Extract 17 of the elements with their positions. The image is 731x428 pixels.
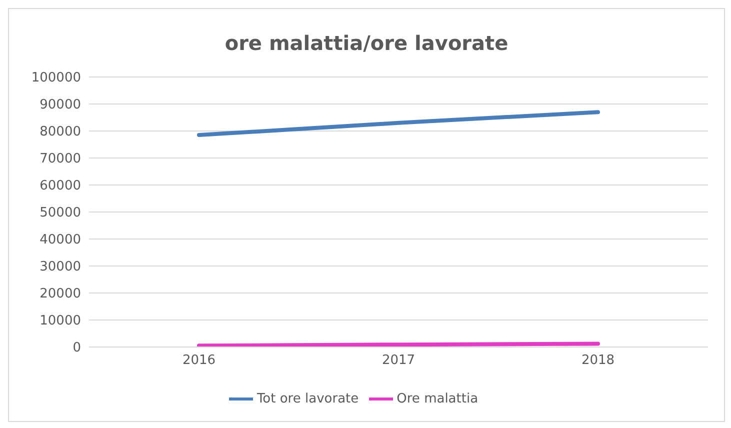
y-tick-label: 30000: [40, 260, 81, 275]
x-tick-label: 2017: [382, 353, 416, 368]
y-tick-label: 80000: [40, 124, 81, 140]
legend-label: Ore malattia: [396, 392, 478, 407]
x-tick-label: 2018: [581, 353, 615, 368]
y-tick-label: 100000: [31, 70, 81, 86]
x-tick-label: 2016: [182, 353, 216, 368]
y-tick-label: 40000: [40, 232, 81, 248]
y-tick-label: 90000: [40, 98, 81, 113]
y-tick-label: 50000: [40, 206, 81, 221]
y-tick-label: 10000: [40, 314, 81, 329]
y-tick-label: 0: [72, 340, 81, 356]
chart-title: ore malattia/ore lavorate: [224, 30, 510, 57]
y-tick-label: 60000: [40, 178, 81, 194]
legend-label: Tot ore lavorate: [256, 392, 359, 407]
y-tick-label: 20000: [40, 286, 81, 302]
y-tick-label: 70000: [40, 152, 81, 167]
